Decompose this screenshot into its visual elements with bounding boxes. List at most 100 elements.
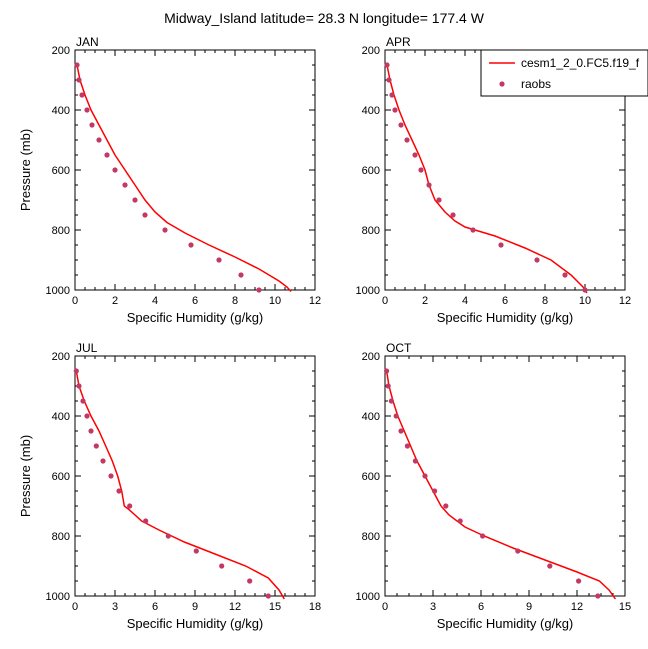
x-tick-label: 9 xyxy=(192,601,198,613)
panel-apr: 0 2 4 6 8 10 12 200 400 600 800 1000 APR Specific Hum… xyxy=(356,35,648,325)
panel-title: JUL xyxy=(76,341,98,355)
legend-box xyxy=(480,49,648,97)
x-tick-label: 4 xyxy=(152,295,158,307)
obs-point xyxy=(443,503,449,509)
x-axis-title: Specific Humidity (g/kg) xyxy=(437,616,574,631)
y-tick-label: 800 xyxy=(362,225,380,237)
obs-point xyxy=(392,107,398,113)
x-tick-label: 6 xyxy=(478,601,484,613)
obs-point xyxy=(122,182,128,188)
x-tick-label: 0 xyxy=(382,295,388,307)
y-tick-label: 200 xyxy=(362,351,380,363)
obs-point xyxy=(84,413,90,419)
obs-point xyxy=(412,152,418,158)
obs-point xyxy=(436,197,442,203)
model-line xyxy=(76,64,292,292)
model-line xyxy=(385,370,617,600)
obs-point xyxy=(93,443,99,449)
model-line xyxy=(75,370,285,600)
obs-point xyxy=(143,518,149,524)
obs-point xyxy=(216,257,222,263)
obs-point xyxy=(404,443,410,449)
y-tick-label: 1000 xyxy=(46,591,70,603)
obs-point xyxy=(426,182,432,188)
obs-point xyxy=(84,107,90,113)
obs-point xyxy=(432,488,438,494)
x-tick-label: 8 xyxy=(542,295,548,307)
x-tick-label: 10 xyxy=(579,295,591,307)
y-tick-label: 400 xyxy=(52,105,70,117)
obs-point xyxy=(89,122,95,128)
y-tick-label: 200 xyxy=(52,351,70,363)
x-tick-label: 9 xyxy=(526,601,532,613)
y-axis-title: Pressure (mb) xyxy=(18,435,33,517)
y-tick-label: 400 xyxy=(362,411,380,423)
x-tick-label: 15 xyxy=(269,601,281,613)
panel-title: OCT xyxy=(386,341,412,355)
obs-point xyxy=(450,212,456,218)
x-tick-label: 15 xyxy=(619,601,631,613)
y-tick-label: 1000 xyxy=(356,285,380,297)
obs-point xyxy=(404,137,410,143)
obs-point xyxy=(193,548,199,554)
x-tick-label: 12 xyxy=(309,295,321,307)
obs-point xyxy=(384,62,390,68)
x-tick-label: 2 xyxy=(112,295,118,307)
obs-point xyxy=(457,518,463,524)
obs-point xyxy=(88,428,94,434)
obs-point xyxy=(412,458,418,464)
panel-title: JAN xyxy=(76,35,99,49)
x-axis-title: Specific Humidity (g/kg) xyxy=(437,310,574,325)
x-tick-label: 2 xyxy=(422,295,428,307)
obs-point xyxy=(547,563,553,569)
obs-point xyxy=(219,563,225,569)
x-tick-label: 18 xyxy=(309,601,321,613)
obs-point xyxy=(108,473,114,479)
obs-point xyxy=(576,578,582,584)
x-axis-title: Specific Humidity (g/kg) xyxy=(127,616,264,631)
plot-frame xyxy=(384,355,626,597)
obs-point xyxy=(384,368,390,374)
x-tick-label: 6 xyxy=(502,295,508,307)
obs-point xyxy=(165,533,171,539)
obs-point xyxy=(76,77,82,83)
x-tick-label: 8 xyxy=(232,295,238,307)
obs-point xyxy=(256,287,262,293)
obs-point xyxy=(562,272,568,278)
x-tick-label: 0 xyxy=(382,601,388,613)
obs-point xyxy=(116,488,122,494)
x-tick-label: 10 xyxy=(269,295,281,307)
x-tick-label: 4 xyxy=(462,295,468,307)
obs-point xyxy=(389,92,395,98)
x-tick-label: 6 xyxy=(192,295,198,307)
y-tick-label: 800 xyxy=(52,531,70,543)
obs-point xyxy=(100,458,106,464)
obs-point xyxy=(385,383,391,389)
obs-point xyxy=(79,92,85,98)
obs-point xyxy=(398,428,404,434)
y-tick-label: 600 xyxy=(362,471,380,483)
obs-point xyxy=(582,287,588,293)
obs-point xyxy=(470,227,476,233)
x-tick-label: 3 xyxy=(112,601,118,613)
obs-point xyxy=(498,242,504,248)
y-tick-label: 200 xyxy=(52,45,70,57)
x-tick-label: 3 xyxy=(430,601,436,613)
y-tick-label: 400 xyxy=(52,411,70,423)
obs-point xyxy=(112,167,118,173)
obs-point xyxy=(238,272,244,278)
obs-point xyxy=(422,473,428,479)
x-tick-label: 12 xyxy=(229,601,241,613)
obs-point xyxy=(480,533,486,539)
obs-point xyxy=(104,152,110,158)
obs-point xyxy=(418,167,424,173)
obs-point xyxy=(127,503,133,509)
x-tick-label: 12 xyxy=(619,295,631,307)
obs-point xyxy=(388,398,394,404)
y-tick-label: 400 xyxy=(362,105,380,117)
obs-point xyxy=(247,578,253,584)
obs-point xyxy=(393,413,399,419)
